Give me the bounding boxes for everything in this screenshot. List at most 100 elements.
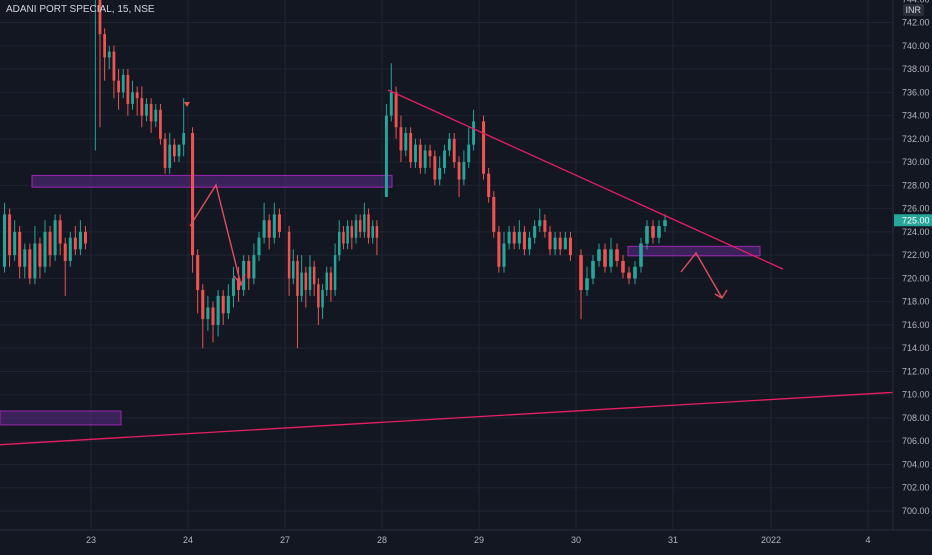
price-tick-label: 708.00 [902, 413, 930, 423]
time-tick-label: 4 [865, 535, 870, 545]
candle-body [226, 295, 230, 314]
candle-body [657, 226, 661, 238]
candle-body [78, 231, 82, 250]
candle-body [267, 220, 271, 238]
arrow-head [233, 273, 246, 287]
candle-body [177, 144, 181, 157]
projection-arrow-path [189, 183, 242, 286]
candle-body [354, 220, 358, 238]
candle-body [196, 255, 200, 291]
candle-body [13, 231, 17, 256]
candle-body [8, 214, 12, 256]
zone-rectangle [627, 245, 761, 257]
candle-body [308, 266, 312, 291]
zone-rectangle [0, 410, 122, 426]
candle-body [472, 121, 476, 145]
candle-body [338, 231, 341, 256]
candle-body [53, 220, 57, 256]
price-tick-label: 724.00 [902, 227, 930, 237]
price-axis-bg [893, 0, 932, 550]
candle-body [242, 260, 246, 291]
candle-body [482, 121, 486, 174]
last-price-badge [894, 214, 932, 227]
arrow-head [714, 289, 728, 299]
time-tick-label: 23 [86, 535, 96, 545]
candle-body [38, 243, 42, 267]
candle-body [597, 249, 601, 261]
candle-body [3, 214, 7, 267]
candle-body [404, 133, 408, 151]
candle-body [131, 92, 134, 104]
candle-body [358, 220, 362, 232]
candle-body [201, 290, 205, 320]
candle-body [502, 243, 506, 267]
candle-body [645, 226, 649, 244]
candle-body [639, 243, 643, 267]
candle-body [533, 226, 537, 238]
candle-body [438, 167, 442, 180]
candle-body [507, 231, 511, 244]
candle-body [375, 226, 379, 238]
price-tick-label: 738.00 [902, 64, 930, 74]
time-tick-label: 31 [668, 535, 678, 545]
time-axis[interactable]: 23 24 27 28 29 30 31 2022 4 [0, 529, 932, 550]
price-tick-label: 734.00 [902, 111, 930, 121]
time-tick-label: 24 [183, 535, 193, 545]
candle-body [333, 255, 337, 291]
session-marker [184, 102, 190, 107]
candle-body [651, 226, 655, 238]
candle-body [182, 133, 186, 145]
candle-body [23, 249, 27, 267]
candle-body [126, 74, 130, 104]
price-tick-label: 702.00 [902, 483, 930, 493]
candle-body [433, 156, 437, 180]
candle-body [497, 231, 501, 267]
time-tick-label: 30 [571, 535, 581, 545]
candle-body [103, 34, 107, 58]
currency-badge[interactable]: INR [902, 4, 924, 16]
candle-body [252, 255, 256, 279]
price-tick-label: 704.00 [902, 459, 930, 469]
candle-body [321, 290, 324, 308]
candle-body [73, 237, 77, 250]
price-tick-label: 740.00 [902, 41, 930, 51]
candle-body [428, 150, 432, 157]
candle-body [145, 103, 148, 116]
candle-body [135, 92, 139, 99]
candle-body [216, 295, 220, 325]
trendlines-layer [0, 89, 894, 446]
candle-body [553, 237, 557, 250]
price-tick-label: 722.00 [902, 250, 930, 260]
candle-body [579, 255, 583, 291]
candle-body [296, 260, 299, 296]
price-tick-label: 710.00 [902, 390, 930, 400]
price-axis[interactable]: 700.00 702.00 704.00 706.00 708.00 710.00 712.… [892, 0, 932, 550]
candle-body [191, 133, 195, 256]
candle-body [63, 243, 67, 261]
candle-body [512, 231, 516, 244]
candle-body [211, 307, 215, 325]
candle-body [342, 231, 345, 244]
price-tick-label: 700.00 [902, 506, 930, 516]
candle-body [159, 109, 162, 139]
candle-body [591, 260, 595, 279]
candle-body [168, 144, 172, 168]
candle-body [262, 220, 266, 238]
projection-arrows [189, 183, 728, 299]
price-tick-label: 716.00 [902, 320, 930, 330]
candle-body [517, 231, 521, 244]
candle-body [154, 109, 158, 122]
candle-body [163, 138, 167, 168]
candle-body [350, 226, 354, 238]
candle-body [568, 237, 572, 256]
candle-body [28, 249, 32, 279]
candle-body [329, 272, 333, 291]
last-price-label: 725.00 [902, 215, 930, 225]
candle-body [409, 133, 413, 163]
candle-body [83, 231, 87, 244]
candle-body [452, 138, 456, 163]
candle-body [633, 266, 637, 279]
price-tick-label: 718.00 [902, 297, 930, 307]
